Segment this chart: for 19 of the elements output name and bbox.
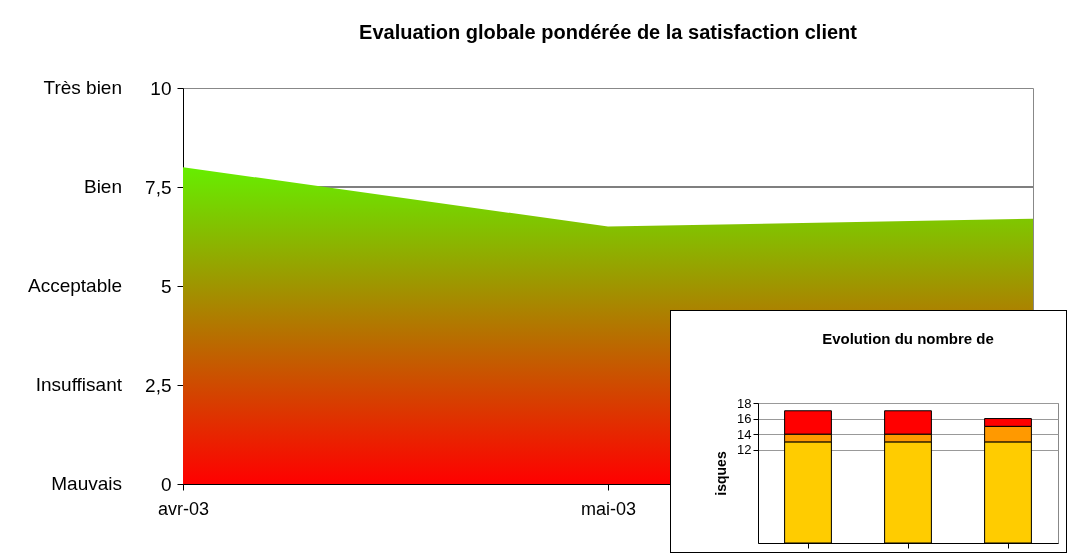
text: Acceptable	[27, 275, 122, 296]
x-tick-label: avr-03	[157, 498, 210, 519]
y-tick-label: 7,5	[145, 176, 172, 198]
y-axis-title: isques	[713, 451, 730, 496]
text: Insuffisant	[35, 374, 123, 395]
y-tick-label: 5	[160, 275, 172, 297]
y-tick-label: 0	[160, 473, 172, 495]
chart-title: Evaluation globale pondérée de la satisfaction client	[359, 21, 858, 43]
y-tick-label: 14	[737, 426, 752, 442]
y-tick-label: 2,5	[145, 374, 172, 396]
text: Bien	[83, 176, 122, 197]
text: Très bien	[43, 77, 122, 98]
text: Mauvais	[51, 473, 122, 494]
y-tick-label: 16	[737, 411, 752, 427]
y-tick-label: 12	[737, 442, 752, 458]
x-tick-label: mai-03	[580, 498, 637, 519]
y-tick-label: 18	[737, 395, 752, 411]
chart-title: Evolution du nombre de	[822, 330, 994, 347]
y-tick-label: 10	[150, 77, 172, 99]
